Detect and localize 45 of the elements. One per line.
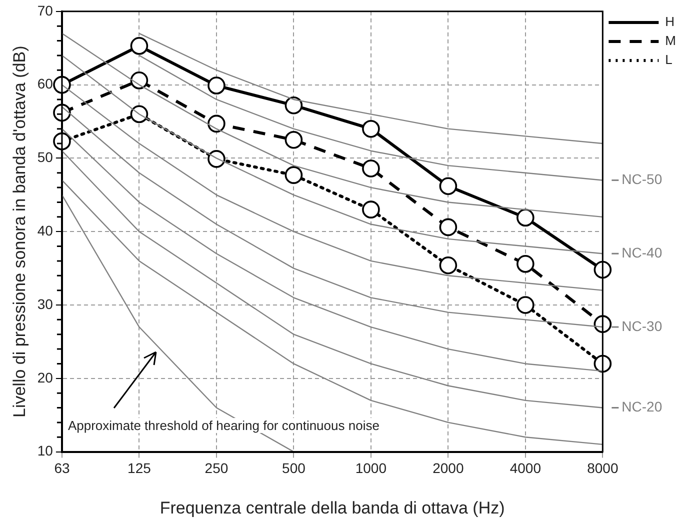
legend-label: M [665,33,676,48]
x-tick-label: 125 [128,460,152,476]
point [439,256,458,274]
point [130,105,148,124]
y-tick-label: 30 [37,296,54,312]
point [53,76,71,94]
point [516,254,534,273]
point [208,150,226,168]
point [594,260,612,279]
x-tick-label: 250 [204,460,228,476]
y-tick-label: 40 [37,222,54,238]
point [362,200,380,218]
point [439,177,458,195]
x-tick-label: 2000 [432,460,464,476]
point [208,76,226,94]
y-tick-label: 70 [37,2,54,18]
legend-label: NC-20 [622,398,662,415]
legend-label: NC-40 [622,244,662,260]
point [284,130,303,149]
point [208,114,226,133]
point [516,208,534,227]
legend-label: NC-30 [622,318,662,334]
y-tick-label: 10 [37,442,54,459]
y-tick-label: 50 [37,149,54,166]
point [130,71,148,90]
x-tick-label: 500 [282,460,306,476]
x-tick-label: 63 [54,460,70,476]
point [130,37,148,55]
point [284,96,303,114]
point [284,166,303,184]
x-tick-label: 4000 [510,460,542,476]
point [439,218,458,236]
legend-label: H [665,14,675,30]
legend-label: L [665,52,672,68]
x-tick-label: 1000 [355,460,387,476]
y-axis-title: Livello di pressione sonora in banda d'ottava (dB) [10,46,29,418]
legend-label: NC-50 [622,171,662,188]
point [362,160,380,178]
point [516,296,534,314]
annotation: Approximate threshold of hearing for continuous noise [66,418,382,433]
y-tick-label: 60 [37,76,54,92]
point [362,120,380,138]
x-tick-label: 8000 [587,460,618,476]
x-axis-title: Frequenza centrale della banda di ottava (Hz) [160,498,505,518]
y-tick-label: 20 [37,369,54,386]
